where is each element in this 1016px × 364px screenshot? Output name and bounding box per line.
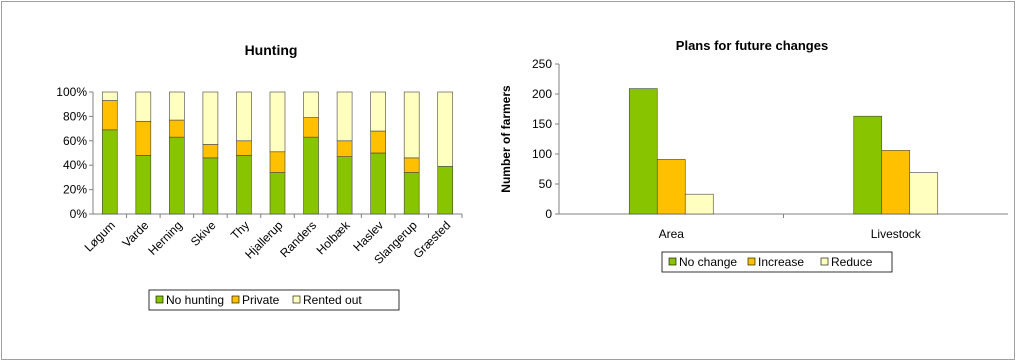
- chart1-bar-segment: [403, 172, 420, 215]
- chart2-y-tick-label: 250: [532, 57, 552, 71]
- chart1-bar-segment: [437, 166, 454, 215]
- chart1-y-tick-label: 40%: [63, 158, 87, 172]
- chart1-x-tick-label: Løgum: [82, 218, 118, 254]
- chart2-bar: [909, 172, 939, 215]
- chart1-bar-segment: [135, 120, 152, 156]
- chart1-bar-segment: [336, 91, 353, 142]
- chart2-y-tick-label: 100: [532, 147, 552, 161]
- chart2-y-tick-label: 50: [539, 177, 553, 191]
- chart1-legend-swatch: [292, 295, 301, 304]
- chart1-bar-segment: [303, 136, 319, 215]
- chart1-x-tick-label: Herning: [145, 218, 185, 258]
- chart1-bar-segment: [303, 91, 319, 118]
- chart1-bar-segment: [336, 140, 353, 157]
- chart1-title: Hunting: [245, 42, 298, 58]
- chart1-bar-segment: [269, 91, 286, 153]
- chart2-legend-swatch: [747, 257, 756, 266]
- chart1-legend-label: Rented out: [303, 293, 362, 307]
- chart1-y-tick-label: 100%: [56, 85, 87, 99]
- chart1-legend-label: Private: [242, 293, 280, 307]
- chart2-bar: [656, 159, 686, 215]
- chart1-bar-segment: [236, 155, 252, 215]
- chart1-bar-segment: [202, 144, 219, 159]
- chart2-legend-swatch: [668, 257, 677, 266]
- chart2-x-tick-label: Livestock: [871, 227, 922, 241]
- chart1-bar-segment: [135, 155, 152, 215]
- chart1-x-tick-label: Randers: [277, 218, 319, 260]
- chart1-x-tick-label: Holbæk: [314, 218, 354, 258]
- chart1-y-tick-label: 80%: [63, 109, 87, 123]
- chart1-x-tick-label: Græsted: [410, 218, 453, 261]
- chart1-bar-segment: [236, 140, 252, 156]
- chart2-legend-label: Reduce: [831, 255, 873, 269]
- chart1-legend: No hunting Private Rented out: [148, 289, 400, 311]
- chart1-bar-segment: [370, 91, 386, 132]
- chart1-bar-segment: [101, 100, 118, 131]
- chart1-bar-segment: [101, 91, 118, 101]
- chart1-bar-segment: [269, 172, 286, 215]
- chart1-bar-segment: [370, 152, 386, 215]
- chart1-bar-segment: [437, 91, 454, 167]
- chart1-y-tick-label: 0%: [70, 207, 88, 221]
- chart1-legend-label: No hunting: [166, 293, 224, 307]
- chart1-x-tick-label: Hjallerup: [242, 218, 286, 262]
- chart2-bar: [853, 115, 883, 215]
- chart2-legend-label: No change: [679, 255, 737, 269]
- chart1-y-tick-label: 60%: [63, 134, 87, 148]
- chart1-bar-segment: [370, 130, 386, 154]
- chart1-bar-segment: [169, 91, 185, 121]
- chart2-y-tick-label: 0: [545, 207, 552, 221]
- chart1-bar-segment: [403, 91, 420, 159]
- chart2-title: Plans for future changes: [676, 38, 828, 53]
- chart2-legend-label: Increase: [758, 255, 804, 269]
- chart2-bar: [881, 150, 911, 215]
- chart1-bar-segment: [135, 91, 152, 122]
- chart1-legend-swatch: [231, 295, 240, 304]
- chart2-bar: [628, 88, 658, 215]
- chart1-bar-segment: [303, 117, 319, 138]
- chart1-legend-box: [148, 289, 400, 311]
- chart1-bar-segment: [269, 151, 286, 173]
- chart2-y-tick-label: 200: [532, 87, 552, 101]
- chart1-bar-segment: [101, 129, 118, 215]
- chart1-bar-segment: [202, 157, 219, 215]
- chart2-y-tick-label: 150: [532, 117, 552, 131]
- chart2-bar: [684, 193, 714, 215]
- chart1-y-tick-label: 20%: [63, 183, 87, 197]
- chart1-bar-segment: [202, 91, 219, 145]
- chart2-y-axis-label: Number of farmers: [499, 85, 513, 193]
- chart2-legend-swatch: [820, 257, 829, 266]
- chart1-bar-segment: [169, 119, 185, 138]
- chart2-legend-box: [661, 251, 893, 273]
- chart1-bar-segment: [236, 91, 252, 142]
- chart2-x-tick-label: Area: [659, 227, 685, 241]
- chart2-legend: No change Increase Reduce: [661, 251, 893, 273]
- chart1-bar-segment: [403, 157, 420, 173]
- chart1-legend-swatch: [155, 295, 164, 304]
- chart1-bar-segment: [169, 136, 185, 215]
- chart1-x-tick-label: Thy: [228, 218, 252, 242]
- chart1-bar-segment: [336, 156, 353, 215]
- chart1-x-tick-label: Skive: [188, 218, 219, 249]
